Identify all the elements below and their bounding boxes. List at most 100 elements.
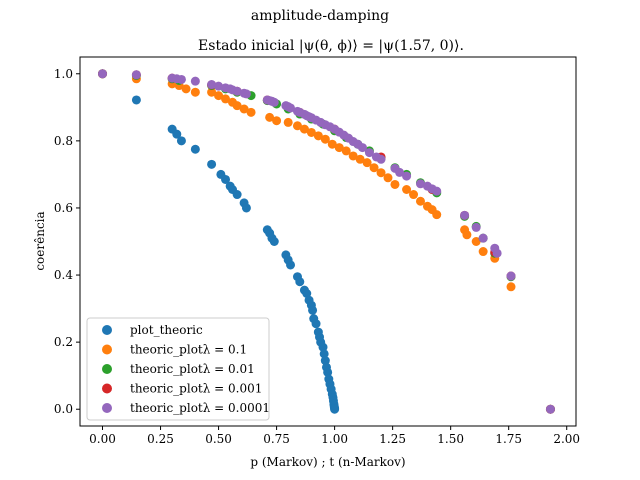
y-axis-label: coerência: [33, 211, 47, 270]
data-point-series-5: [506, 271, 516, 281]
data-point-series-2: [306, 127, 316, 137]
legend-marker-series-5: [102, 403, 112, 413]
data-point-series-5: [357, 143, 367, 153]
data-point-series-5: [478, 233, 488, 243]
data-point-series-2: [376, 168, 386, 178]
x-tick-label: 2.00: [553, 432, 580, 446]
legend-marker-series-2: [102, 344, 112, 355]
data-point-series-5: [176, 74, 186, 84]
data-point-series-1: [176, 136, 186, 146]
y-tick-label: 0.6: [54, 201, 73, 215]
data-point-series-2: [462, 230, 472, 240]
data-point-series-2: [355, 154, 365, 164]
data-point-series-1: [241, 203, 251, 213]
data-point-series-2: [292, 121, 302, 131]
legend: plot_theoric theoric_plotλ = 0.1 theoric_p…: [86, 317, 270, 421]
data-point-series-2: [299, 124, 309, 134]
data-point-series-2: [362, 158, 372, 168]
legend-marker-series-4: [102, 383, 112, 394]
data-point-series-5: [545, 404, 555, 414]
y-tick-label: 0.2: [54, 335, 73, 349]
data-point-series-1: [311, 319, 321, 329]
data-point-series-2: [221, 94, 231, 104]
data-point-series-5: [395, 167, 405, 177]
data-point-series-2: [390, 179, 400, 189]
data-point-series-2: [246, 107, 256, 117]
plot-area-frame: [79, 56, 577, 427]
legend-marker-series-3: [102, 364, 112, 374]
x-tick-label: 1.50: [437, 432, 464, 446]
x-tick-label: 1.00: [321, 432, 348, 446]
data-point-series-5: [471, 222, 481, 232]
data-point-series-2: [320, 134, 330, 144]
legend-box: [86, 317, 270, 421]
data-points: [98, 69, 555, 414]
data-point-series-1: [190, 144, 200, 154]
data-point-series-2: [506, 282, 516, 292]
data-point-series-1: [320, 356, 330, 366]
data-point-series-2: [283, 117, 293, 127]
x-tick-label: 0.50: [205, 432, 232, 446]
x-axis-ticks: 0.00 0.25 0.50 0.75 1.00 1.25 1.50 1.75 2.00: [89, 426, 580, 446]
x-tick-label: 1.75: [495, 432, 522, 446]
data-point-series-5: [376, 154, 386, 164]
data-point-series-5: [214, 81, 224, 91]
data-point-series-5: [131, 70, 141, 80]
x-tick-label: 0.75: [263, 432, 290, 446]
data-point-series-1: [323, 367, 333, 377]
data-point-series-2: [327, 139, 337, 149]
data-point-series-1: [232, 190, 242, 200]
legend-label-series-5: theoric_plotλ = 0.0001: [130, 401, 270, 415]
data-point-series-1: [308, 305, 318, 315]
data-point-series-2: [214, 91, 224, 101]
data-point-series-5: [415, 179, 425, 189]
legend-marker-series-1: [102, 325, 112, 335]
x-axis-label: p (Markov) ; t (n-Markov): [250, 455, 405, 469]
y-tick-label: 0.4: [54, 268, 73, 282]
data-point-series-2: [471, 237, 481, 246]
data-point-series-1: [207, 159, 217, 169]
data-point-series-2: [265, 112, 275, 122]
data-point-series-2: [478, 247, 488, 257]
data-point-series-5: [241, 89, 251, 99]
data-point-series-2: [432, 210, 442, 220]
data-point-series-5: [232, 86, 242, 96]
y-tick-label: 0.8: [54, 134, 73, 148]
data-point-series-2: [409, 190, 419, 200]
data-point-series-2: [232, 101, 242, 111]
data-point-series-2: [402, 185, 412, 194]
data-point-series-5: [364, 148, 374, 158]
data-point-series-1: [286, 260, 296, 270]
data-point-series-5: [207, 80, 217, 90]
data-point-series-1: [131, 95, 141, 105]
data-point-series-1: [269, 237, 279, 246]
data-point-series-2: [369, 163, 379, 173]
chart-suptitle: amplitude-damping: [251, 8, 389, 24]
data-point-series-2: [207, 87, 217, 97]
data-point-series-2: [415, 196, 425, 206]
data-point-series-1: [221, 174, 231, 184]
data-point-series-2: [334, 143, 344, 153]
data-point-series-1: [172, 129, 182, 139]
data-point-series-5: [402, 171, 412, 181]
data-point-series-5: [190, 76, 200, 86]
data-point-series-2: [313, 131, 323, 141]
x-tick-label: 0.25: [147, 432, 174, 446]
data-point-series-1: [319, 349, 329, 359]
data-point-series-5: [269, 97, 279, 107]
chart-title: Estado inicial |ψ(θ, ϕ)⟩ = |ψ(1.57, 0)⟩.: [198, 38, 464, 54]
legend-label-series-4: theoric_plotλ = 0.001: [130, 382, 262, 396]
data-point-series-1: [318, 342, 328, 352]
legend-label-series-1: plot_theoric: [130, 323, 203, 337]
data-point-series-2: [272, 116, 282, 126]
data-point-series-5: [432, 186, 442, 196]
data-point-series-1: [330, 404, 340, 414]
x-tick-label: 0.00: [89, 432, 116, 446]
data-point-series-2: [181, 84, 191, 94]
data-point-series-2: [239, 104, 249, 114]
data-point-series-5: [98, 69, 108, 79]
data-point-series-1: [295, 277, 305, 287]
data-point-series-2: [341, 146, 351, 156]
legend-label-series-2: theoric_plotλ = 0.1: [130, 343, 247, 357]
